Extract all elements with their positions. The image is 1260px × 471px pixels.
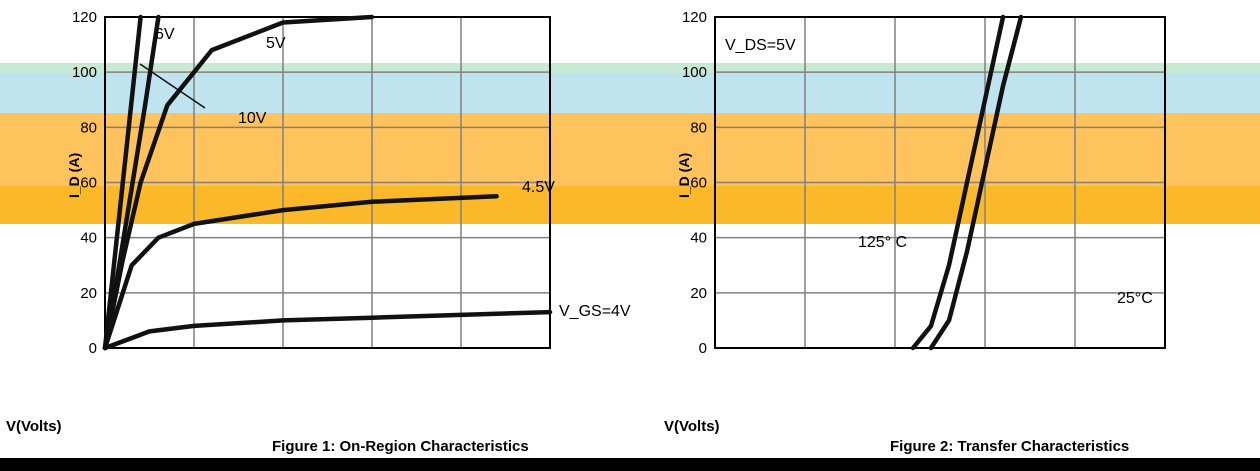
background-band-gold bbox=[0, 186, 1260, 224]
chart1-series-3-line bbox=[102, 14, 375, 351]
chart1-series-5-line bbox=[102, 309, 553, 351]
chart1-plot-frame bbox=[104, 16, 551, 349]
chart2-series-1-line bbox=[910, 14, 1006, 351]
chart1-series-1-label: 10V bbox=[238, 110, 267, 127]
chart2-series-2-label: 25°C bbox=[1117, 290, 1153, 307]
chart2-ytick-label: 20 bbox=[690, 285, 707, 302]
chart1-series-4-line bbox=[102, 194, 499, 351]
chart1-10v-pointer-line bbox=[139, 63, 206, 109]
chart1-ytick-label: 120 bbox=[72, 9, 97, 26]
chart1-ytick-label: 80 bbox=[80, 119, 97, 136]
chart1-ytick-label: 60 bbox=[80, 175, 97, 192]
background-band-blue bbox=[0, 73, 1260, 113]
chart1-series-4-label: 4.5V bbox=[522, 179, 555, 196]
chart2-plot-frame bbox=[714, 16, 1166, 349]
background-band-orange bbox=[0, 113, 1260, 186]
chart1-series-5-label: V_GS=4V bbox=[559, 303, 631, 320]
chart1-title: Figure 1: On-Region Characteristics bbox=[272, 438, 529, 455]
chart1-series-2-label: 6V bbox=[155, 26, 175, 43]
chart2-vds-annotation: V_DS=5V bbox=[725, 37, 796, 54]
chart1-xlabel: V(Volts) bbox=[6, 418, 62, 435]
chart1-ytick-label: 40 bbox=[80, 230, 97, 247]
chart2-title: Figure 2: Transfer Characteristics bbox=[890, 438, 1130, 455]
chart2-ytick-label: 100 bbox=[682, 64, 707, 81]
chart2-ytick-label: 0 bbox=[699, 340, 707, 357]
chart2-ytick-label: 80 bbox=[690, 119, 707, 136]
chart2-ytick-label: 120 bbox=[682, 9, 707, 26]
chart2-series-1-label: 125° C bbox=[858, 234, 907, 251]
chart1-ytick-label: 0 bbox=[89, 340, 97, 357]
chart1-series-1-line bbox=[102, 14, 143, 351]
chart2-ytick-label: 40 bbox=[690, 230, 707, 247]
chart2-ylabel: I_D (A) bbox=[676, 152, 692, 198]
chart1-series-3-label: 5V bbox=[266, 35, 286, 52]
chart2-series-2-line bbox=[928, 14, 1024, 351]
chart1-ylabel: I_D (A) bbox=[66, 152, 82, 198]
chart1-ytick-label: 20 bbox=[80, 285, 97, 302]
chart2-ytick-label: 60 bbox=[690, 175, 707, 192]
chart1-ytick-label: 100 bbox=[72, 64, 97, 81]
bottom-black-bar bbox=[0, 458, 1260, 471]
chart2-xlabel: V(Volts) bbox=[664, 418, 720, 435]
background-band-mint bbox=[0, 63, 1260, 73]
